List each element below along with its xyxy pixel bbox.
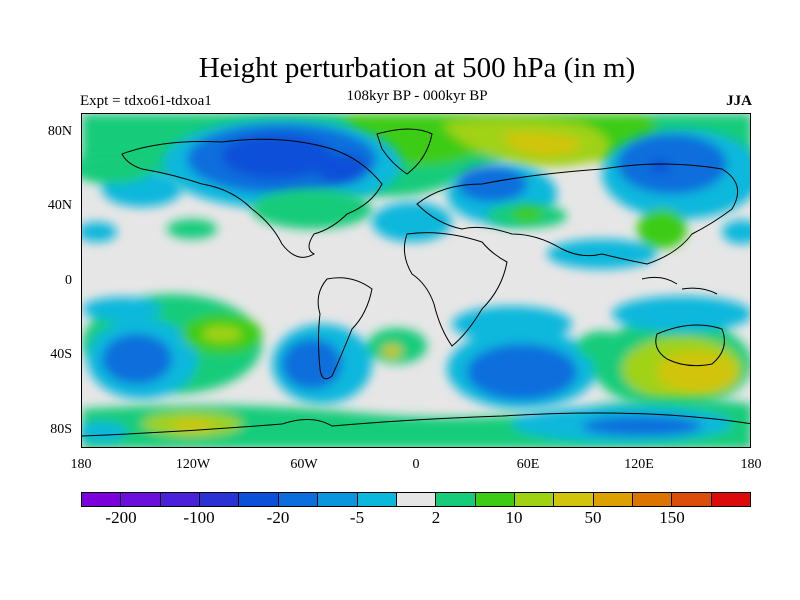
australia-outline bbox=[655, 324, 725, 367]
colorbar-label: 50 bbox=[584, 508, 602, 527]
chart-title: Height perturbation at 500 hPa (in m) bbox=[198, 52, 636, 84]
west-tropic-light bbox=[82, 222, 117, 242]
colorbar-box bbox=[633, 493, 673, 506]
lat-tick-label: 40S bbox=[50, 347, 72, 362]
lon-tick-label: 180 bbox=[70, 457, 92, 472]
lon-tick-label: 180 bbox=[740, 457, 762, 472]
sh-samerica-low bbox=[282, 339, 342, 389]
north-america-outline bbox=[121, 138, 383, 258]
colorbar-box bbox=[711, 493, 751, 506]
east-asia-dark bbox=[650, 159, 670, 173]
antarctic-blue-dark bbox=[582, 416, 702, 436]
japan-green bbox=[637, 209, 687, 249]
colorbar-box bbox=[436, 493, 476, 506]
antarctic-field bbox=[82, 399, 750, 447]
sh-indian-teal bbox=[577, 331, 627, 361]
lat-tick-label: 0 bbox=[65, 273, 72, 288]
colorbar-box bbox=[160, 493, 201, 506]
na-dark-blue bbox=[222, 134, 332, 178]
colorbar-box bbox=[475, 493, 515, 506]
arctic-orange-blob bbox=[502, 132, 582, 156]
colorbar-label: 2 bbox=[431, 508, 441, 527]
map-plot-area bbox=[81, 113, 751, 448]
indonesia-outline bbox=[641, 276, 718, 295]
colorbar-box bbox=[82, 493, 122, 506]
antarctic-orange bbox=[172, 420, 212, 432]
lon-tick-label: 60W bbox=[290, 457, 318, 472]
colorbar-box bbox=[514, 493, 555, 506]
colorbar-box bbox=[396, 493, 437, 506]
west-pacific-green bbox=[82, 154, 152, 184]
pacific-north-field bbox=[82, 129, 750, 269]
south-america-outline bbox=[317, 277, 373, 380]
colorbar-label: -20 bbox=[266, 508, 290, 527]
antarctica-outline bbox=[82, 412, 750, 437]
season-label: JJA bbox=[726, 93, 752, 109]
colorbar-box bbox=[357, 493, 397, 506]
lon-tick-label: 120W bbox=[175, 457, 211, 472]
sh-indian-light-north bbox=[452, 306, 572, 342]
sh-pacific-yellow bbox=[202, 326, 242, 342]
lat-tick-label: 80S bbox=[50, 422, 72, 437]
height-perturbation-map bbox=[82, 114, 750, 447]
greenland-outline bbox=[376, 128, 433, 175]
lat-tick-label: 40N bbox=[47, 198, 72, 213]
atlantic-light-blue bbox=[372, 202, 452, 242]
lat-tick-label: 80N bbox=[47, 124, 72, 139]
colorbar-box bbox=[672, 493, 712, 506]
colorbar-box bbox=[318, 493, 358, 506]
colorbar-box bbox=[121, 493, 161, 506]
colorbar-label: -100 bbox=[183, 508, 215, 527]
southern-field bbox=[82, 294, 750, 409]
sh-indian-low bbox=[467, 344, 577, 400]
experiment-label: Expt = tdxo61-tdxoa1 bbox=[80, 93, 212, 109]
sh-atlantic-yellow bbox=[382, 345, 402, 357]
europe-low bbox=[457, 166, 527, 202]
lon-tick-label: 120E bbox=[624, 457, 654, 472]
colorbar-label: -200 bbox=[105, 508, 137, 527]
east-pacific-light bbox=[722, 220, 750, 244]
sh-west-light-blue bbox=[82, 297, 162, 321]
colorbar-label: 150 bbox=[659, 508, 685, 527]
sh-pacific-low bbox=[102, 334, 172, 384]
sh-east-light-blue bbox=[612, 296, 750, 332]
colorbar-box bbox=[239, 493, 279, 506]
continent-outlines bbox=[82, 128, 750, 437]
na-dark-blue-2 bbox=[317, 154, 367, 184]
antarctic-light-west bbox=[82, 422, 127, 442]
africa-outline bbox=[403, 232, 508, 347]
atlantic-green bbox=[252, 189, 372, 229]
pacific-teal-north bbox=[167, 219, 217, 239]
central-asia-green bbox=[512, 206, 542, 222]
lon-tick-label: 60E bbox=[516, 457, 540, 472]
colorbar-label: 10 bbox=[505, 508, 523, 527]
colorbar bbox=[81, 492, 751, 507]
sh-australia-yellow bbox=[657, 352, 737, 392]
colorbar-label: -5 bbox=[349, 508, 365, 527]
lon-tick-label: 0 bbox=[412, 457, 420, 472]
eurasia-outline bbox=[416, 163, 739, 265]
colorbar-box bbox=[554, 493, 594, 506]
colorbar-box bbox=[278, 493, 319, 506]
colorbar-box bbox=[593, 493, 634, 506]
colorbar-box bbox=[200, 493, 240, 506]
period-label: 108kyr BP - 000kyr BP bbox=[346, 88, 488, 104]
